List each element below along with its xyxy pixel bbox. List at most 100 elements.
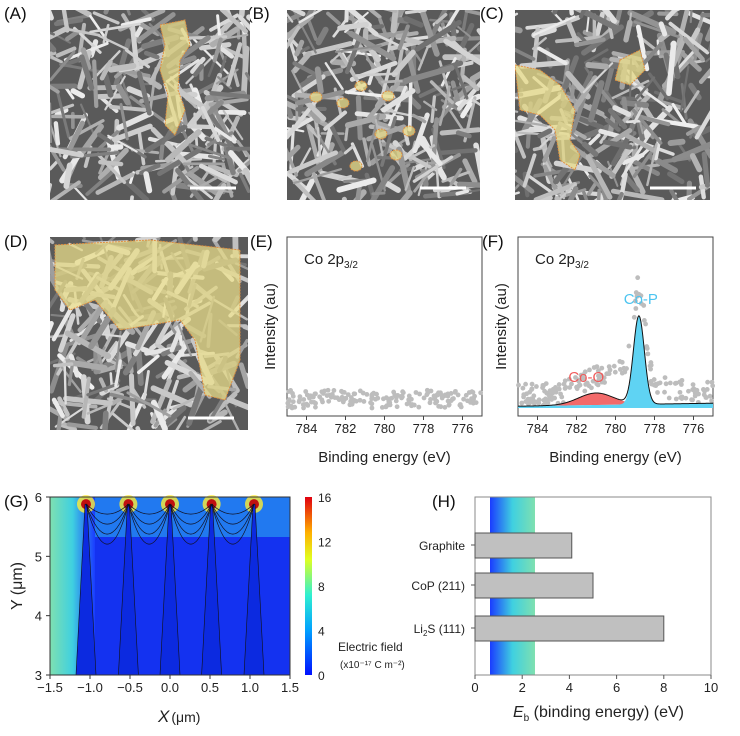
- x-tick-label: 776: [452, 421, 474, 436]
- data-point: [439, 392, 444, 398]
- data-point: [340, 389, 346, 395]
- data-point: [352, 391, 358, 397]
- highlight-region: [515, 64, 581, 171]
- highlight-region: [349, 160, 363, 172]
- data-point: [389, 395, 395, 401]
- data-point: [709, 379, 715, 385]
- x-axis-label: Binding energy (eV): [318, 449, 451, 466]
- category-label: Graphite: [419, 539, 465, 553]
- colorbar-tick-label: 4: [318, 625, 325, 639]
- x-tick-label: 0: [471, 680, 478, 695]
- colorbar-tick-label: 0: [318, 669, 325, 683]
- data-point: [469, 389, 475, 395]
- data-point: [478, 390, 484, 396]
- data-point: [400, 389, 406, 395]
- data-point: [324, 393, 330, 398]
- data-point: [393, 398, 399, 404]
- data-point: [673, 396, 679, 402]
- x-axis-label: X (μm): [157, 707, 200, 726]
- data-point: [433, 400, 438, 406]
- data-point: [633, 298, 638, 304]
- data-point: [612, 369, 618, 375]
- binding-energy-bar-chart: Graphite CoP (211) Li2S (111) 0 2 4 6 8 10 Eb (bi…: [411, 496, 718, 724]
- data-point: [379, 404, 385, 410]
- data-point: [587, 367, 592, 373]
- colorbar-tick-label: 8: [318, 580, 325, 594]
- data-point: [566, 376, 572, 382]
- data-point: [364, 392, 370, 397]
- panel-label-d: (D): [4, 232, 28, 251]
- data-point: [411, 402, 417, 408]
- data-point: [383, 404, 389, 409]
- xps-chart-e: 784 782 780 778 776 Co 2p3/2 Binding energy (e…: [262, 236, 484, 466]
- data-point: [580, 376, 586, 382]
- data-point: [651, 377, 657, 382]
- data-point: [648, 366, 653, 372]
- x-tick-label: 1.0: [241, 680, 259, 695]
- data-point: [317, 394, 323, 400]
- x-tick-label: 782: [335, 421, 357, 436]
- data-point: [701, 392, 707, 398]
- data-point: [662, 389, 667, 395]
- data-point: [644, 346, 650, 351]
- data-point: [606, 364, 612, 370]
- sem-image-a: [50, 10, 250, 200]
- highlight-region: [389, 149, 403, 161]
- colorbar-tick-label: 16: [318, 491, 332, 505]
- chart-title: Co 2p3/2: [535, 251, 589, 271]
- x-tick-label: 780: [374, 421, 396, 436]
- highlight-region: [309, 91, 323, 103]
- data-point: [448, 391, 454, 396]
- highlight-region: [614, 49, 646, 86]
- data-point: [343, 395, 349, 401]
- data-point: [631, 314, 637, 320]
- x-tick-label: 1.5: [281, 680, 299, 695]
- data-point: [455, 392, 461, 398]
- x-tick-label: 2: [519, 680, 526, 695]
- data-point: [692, 393, 698, 399]
- data-point: [297, 394, 303, 400]
- data-point: [667, 380, 673, 386]
- data-point: [521, 394, 526, 400]
- category-label: Li2S (111): [414, 622, 465, 638]
- data-point: [428, 388, 434, 394]
- data-point: [666, 395, 672, 401]
- data-point: [563, 384, 569, 390]
- data-point: [427, 400, 433, 406]
- data-point: [297, 397, 303, 403]
- x-tick-label: 784: [296, 421, 318, 436]
- x-tick-label: 10: [704, 680, 718, 695]
- data-point: [544, 399, 550, 405]
- data-point: [596, 377, 602, 383]
- data-point: [331, 388, 337, 393]
- x-tick-label: 782: [566, 421, 588, 436]
- data-point: [690, 397, 695, 403]
- data-point: [519, 400, 525, 406]
- data-point: [311, 399, 317, 405]
- data-point: [556, 382, 562, 387]
- category-label: CoP (211): [411, 579, 465, 593]
- data-point: [471, 396, 476, 402]
- data-point: [643, 321, 648, 327]
- peak-label-co-p: Co-P: [624, 291, 658, 308]
- data-point: [381, 396, 386, 402]
- data-point: [581, 372, 586, 377]
- data-point: [542, 388, 547, 394]
- x-axis-label: Binding energy (eV): [549, 449, 682, 466]
- data-point: [528, 396, 534, 402]
- panel-label-g: (G): [4, 492, 29, 511]
- data-point: [633, 290, 639, 295]
- data-point: [635, 275, 641, 281]
- xps-chart-f: 784 782 780 778 776 Co 2p3/2 Binding energy (e…: [493, 236, 716, 466]
- data-point: [290, 391, 295, 396]
- panel-label-e: (E): [250, 232, 273, 251]
- data-point: [458, 404, 464, 410]
- data-point: [611, 363, 617, 369]
- data-point: [638, 301, 644, 306]
- data-point: [638, 293, 644, 299]
- y-tick-label: 4: [35, 609, 42, 624]
- data-point: [529, 386, 535, 392]
- data-point: [399, 394, 405, 400]
- data-point: [285, 400, 291, 406]
